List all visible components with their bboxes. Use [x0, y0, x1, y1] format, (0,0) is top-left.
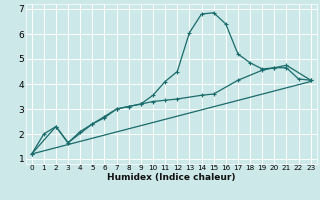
X-axis label: Humidex (Indice chaleur): Humidex (Indice chaleur)	[107, 173, 236, 182]
